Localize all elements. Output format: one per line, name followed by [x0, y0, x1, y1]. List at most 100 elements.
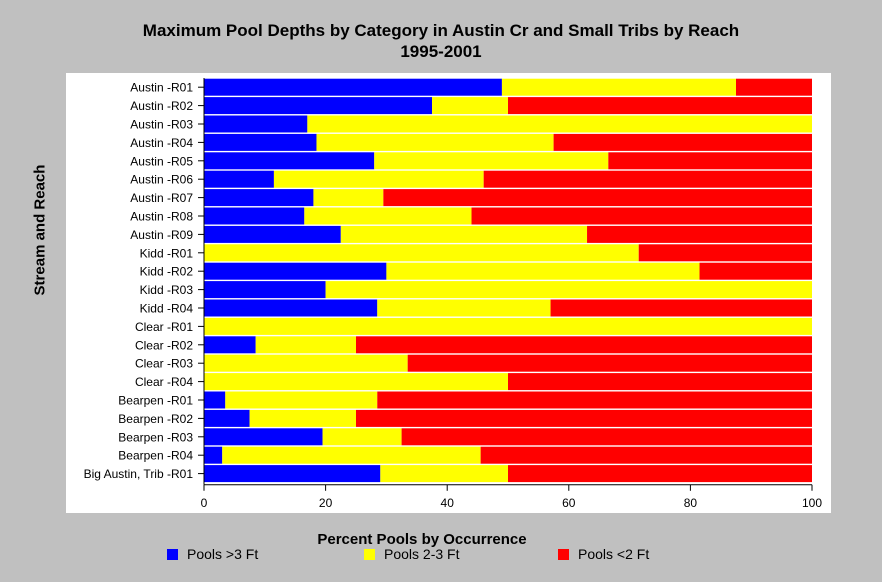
- bar-segment: [508, 465, 812, 483]
- bar-segment: [273, 170, 484, 188]
- bar-segment: [383, 189, 812, 207]
- bar-segment: [204, 409, 250, 427]
- y-tick-label: Clear -R03: [135, 357, 193, 371]
- chart-title: Maximum Pool Depths by Category in Austi…: [0, 20, 882, 62]
- bar-segment: [483, 170, 812, 188]
- bar-segment: [204, 152, 375, 170]
- subtitle-line: 1995-2001: [400, 42, 482, 61]
- legend-item: Pools <2 Ft: [558, 545, 649, 563]
- bar-segment: [204, 336, 256, 354]
- legend-item: Pools 2-3 Ft: [364, 545, 459, 563]
- bar-segment: [204, 115, 308, 133]
- bar-segment: [204, 207, 305, 225]
- legend-swatch: [167, 548, 178, 560]
- legend-item: Pools >3 Ft: [167, 545, 258, 563]
- y-tick-label: Big Austin, Trib -R01: [84, 467, 194, 481]
- bar-segment: [401, 428, 812, 446]
- bars-layer: [204, 78, 812, 483]
- bar-segment: [204, 391, 226, 409]
- bar-segment: [204, 446, 223, 464]
- bar-segment: [204, 262, 387, 280]
- bar-segment: [386, 262, 700, 280]
- y-tick-label: Kidd -R02: [140, 265, 194, 279]
- bar-segment: [204, 133, 317, 151]
- legend-label: Pools <2 Ft: [578, 546, 650, 562]
- bar-segment: [204, 244, 639, 262]
- y-tick-label: Austin -R07: [130, 191, 193, 205]
- bar-segment: [204, 299, 378, 317]
- y-tick-label: Austin -R06: [130, 173, 193, 187]
- bar-segment: [316, 133, 554, 151]
- legend-swatch: [558, 548, 569, 560]
- bar-segment: [638, 244, 812, 262]
- y-tick-label: Bearpen -R02: [118, 412, 193, 426]
- bar-segment: [340, 225, 588, 243]
- y-tick-label: Austin -R03: [130, 118, 193, 132]
- axes-layer: [198, 78, 813, 491]
- bar-segment: [255, 336, 356, 354]
- bar-segment: [508, 97, 812, 115]
- bar-segment: [587, 225, 812, 243]
- bar-segment: [407, 354, 812, 372]
- bar-segment: [313, 189, 384, 207]
- bar-segment: [204, 78, 502, 96]
- y-tick-label: Austin -R05: [130, 154, 193, 168]
- bar-segment: [699, 262, 812, 280]
- bar-segment: [222, 446, 481, 464]
- y-tick-label: Kidd -R01: [140, 246, 194, 260]
- bar-segment: [322, 428, 402, 446]
- bar-segment: [432, 97, 508, 115]
- bar-segment: [356, 409, 812, 427]
- bar-segment: [377, 299, 551, 317]
- bar-segment: [501, 78, 736, 96]
- bar-segment: [249, 409, 356, 427]
- bar-segment: [204, 317, 812, 335]
- y-tick-label: Austin -R09: [130, 228, 193, 242]
- bar-segment: [374, 152, 609, 170]
- x-axis-title: Percent Pools by Occurrence: [317, 531, 527, 548]
- bar-segment: [380, 465, 508, 483]
- title-line: Maximum Pool Depths by Category in Austi…: [142, 21, 740, 40]
- bar-segment: [304, 207, 472, 225]
- y-tick-label: Bearpen -R03: [118, 430, 193, 444]
- bar-segment: [204, 281, 326, 299]
- bar-segment: [204, 428, 323, 446]
- y-tick-label: Clear -R04: [135, 375, 193, 389]
- x-tick-label: 60: [562, 496, 576, 510]
- legend-label: Pools >3 Ft: [187, 546, 259, 562]
- y-tick-label: Kidd -R03: [140, 283, 194, 297]
- legend-label: Pools 2-3 Ft: [384, 546, 460, 562]
- bar-segment: [204, 189, 314, 207]
- y-tick-label: Austin -R08: [130, 210, 193, 224]
- bar-segment: [377, 391, 812, 409]
- y-tick-label: Clear -R02: [135, 338, 193, 352]
- labels-layer: Austin -R01 Austin -R02 Austin -R03 Austin …: [84, 81, 823, 510]
- bar-segment: [225, 391, 378, 409]
- x-tick-label: 0: [201, 496, 208, 510]
- bar-segment: [356, 336, 812, 354]
- bar-segment: [204, 465, 381, 483]
- x-tick-label: 40: [441, 496, 455, 510]
- bar-segment: [204, 225, 341, 243]
- x-tick-label: 80: [684, 496, 698, 510]
- x-tick-label: 100: [802, 496, 822, 510]
- bar-segment: [204, 97, 432, 115]
- y-tick-label: Clear -R01: [135, 320, 193, 334]
- y-tick-label: Bearpen -R04: [118, 449, 193, 463]
- bar-segment: [204, 170, 274, 188]
- bar-segment: [204, 354, 408, 372]
- x-tick-label: 20: [319, 496, 333, 510]
- y-tick-label: Austin -R02: [130, 99, 193, 113]
- bar-segment: [307, 115, 812, 133]
- y-tick-label: Kidd -R04: [140, 302, 194, 316]
- bar-segment: [550, 299, 812, 317]
- y-tick-label: Bearpen -R01: [118, 394, 193, 408]
- bar-segment: [471, 207, 812, 225]
- y-axis-title: Stream and Reach: [31, 164, 49, 296]
- bar-segment: [325, 281, 812, 299]
- bar-segment: [553, 133, 812, 151]
- legend-swatch: [364, 548, 375, 560]
- bar-segment: [204, 373, 508, 391]
- bar-segment: [480, 446, 812, 464]
